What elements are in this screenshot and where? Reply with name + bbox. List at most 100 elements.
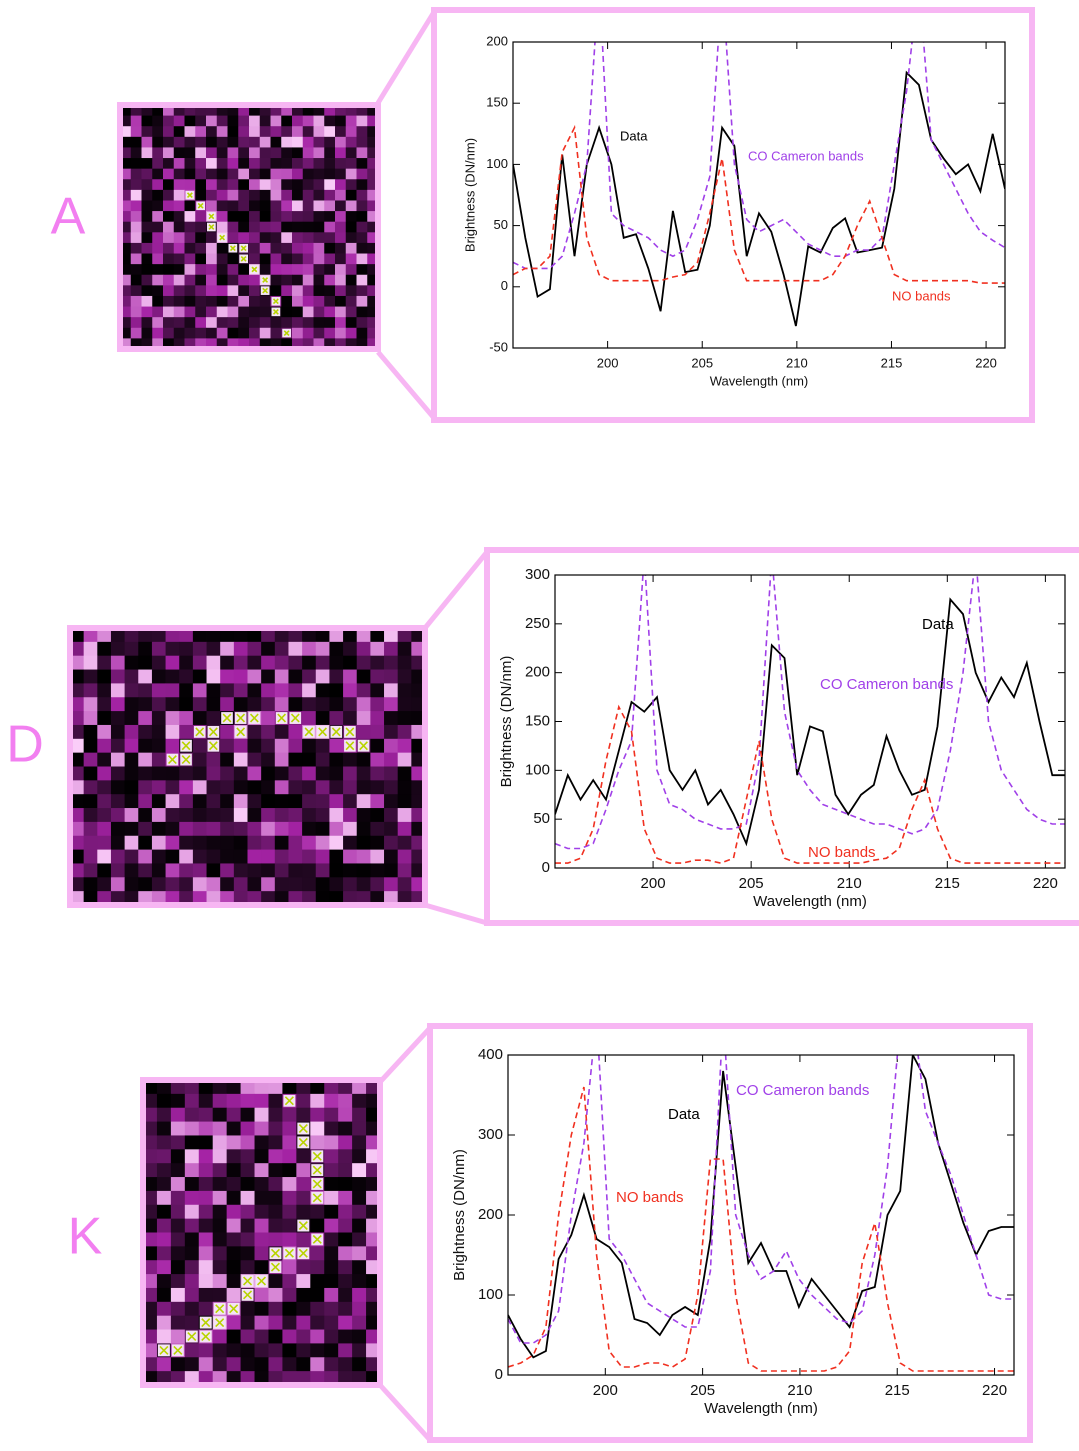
pixel: [111, 794, 125, 808]
pixel: [179, 725, 193, 739]
pixel: [275, 877, 289, 891]
pixel: [166, 850, 180, 864]
pixel: [166, 877, 180, 891]
pixel: [241, 1177, 255, 1191]
pixel: [281, 275, 292, 286]
pixel: [282, 1260, 296, 1274]
pixel: [238, 307, 249, 318]
pixel: [213, 1122, 227, 1136]
pixel: [157, 1274, 171, 1288]
pixel: [335, 232, 346, 243]
pixel: [357, 656, 371, 670]
pixel: [207, 753, 221, 767]
pixel: [207, 642, 221, 656]
pixel: [249, 190, 260, 201]
pixel: [338, 1163, 352, 1177]
pixel: [179, 822, 193, 836]
pixel: [217, 317, 228, 328]
pixel: [268, 1233, 282, 1247]
pixel: [166, 863, 180, 877]
pixel: [310, 1274, 324, 1288]
pixel: [185, 1205, 199, 1219]
pixel: [142, 190, 153, 201]
pixel: [234, 794, 248, 808]
pixel: [249, 254, 260, 265]
pixel: [338, 1288, 352, 1302]
pixel: [206, 190, 217, 201]
pixel: [329, 670, 343, 684]
pixel: [296, 1357, 310, 1371]
pixel: [213, 1330, 227, 1344]
pixel: [125, 780, 139, 794]
pixel: [296, 1343, 310, 1357]
pixel: [261, 822, 275, 836]
pixel: [195, 328, 206, 339]
pixel: [152, 753, 166, 767]
pixel: [179, 850, 193, 864]
pixel: [370, 863, 384, 877]
pixel: [310, 1260, 324, 1274]
pixel: [152, 767, 166, 781]
pixel: [217, 190, 228, 201]
pixel: [125, 739, 139, 753]
pixel: [324, 179, 335, 190]
series-label: Data: [620, 128, 648, 143]
pixel: [255, 1330, 269, 1344]
pixel: [195, 317, 206, 328]
pixel: [249, 169, 260, 180]
pixel: [195, 243, 206, 254]
pixel: [152, 200, 163, 211]
pixel: [324, 1260, 338, 1274]
pixel: [370, 767, 384, 781]
pixel: [213, 1108, 227, 1122]
pixel: [84, 683, 98, 697]
pixel: [142, 243, 153, 254]
pixel: [346, 211, 357, 222]
pixel: [255, 1122, 269, 1136]
pixel: [220, 725, 234, 739]
pixel: [84, 863, 98, 877]
pixel: [193, 683, 207, 697]
pixel: [249, 296, 260, 307]
pixel: [255, 1149, 269, 1163]
pixel: [227, 1260, 241, 1274]
pixel: [357, 254, 368, 265]
pixel: [152, 780, 166, 794]
pixel: [174, 200, 185, 211]
pixel: [199, 1233, 213, 1247]
pixel: [199, 1108, 213, 1122]
pixel: [338, 1177, 352, 1191]
pixel: [249, 275, 260, 286]
pixel: [282, 1288, 296, 1302]
pixel: [268, 1302, 282, 1316]
y-axis-label: Brightness (DN/nm): [451, 1149, 468, 1281]
pixel: [195, 264, 206, 275]
pixel: [260, 317, 271, 328]
pixel: [281, 116, 292, 127]
pixel: [125, 683, 139, 697]
pixel: [84, 753, 98, 767]
pixel: [199, 1343, 213, 1357]
pixel: [166, 739, 180, 753]
pixel: [238, 147, 249, 158]
pixel: [152, 190, 163, 201]
pixel: [268, 1288, 282, 1302]
pixel: [131, 232, 142, 243]
pixel: [228, 264, 239, 275]
pixel: [370, 711, 384, 725]
pixel: [357, 683, 371, 697]
pixel: [193, 822, 207, 836]
pixel: [228, 200, 239, 211]
pixel: [335, 275, 346, 286]
pixel: [174, 254, 185, 265]
pixel: [220, 836, 234, 850]
pixel: [352, 1274, 366, 1288]
pixel: [261, 656, 275, 670]
pixel: [303, 328, 314, 339]
pixel: [271, 179, 282, 190]
pixel: [310, 1108, 324, 1122]
pixel: [324, 1330, 338, 1344]
y-tick-label: 50: [494, 217, 508, 232]
pixel: [185, 1260, 199, 1274]
panel: K2002052102152200100200300400DataCO Came…: [68, 1015, 1030, 1440]
